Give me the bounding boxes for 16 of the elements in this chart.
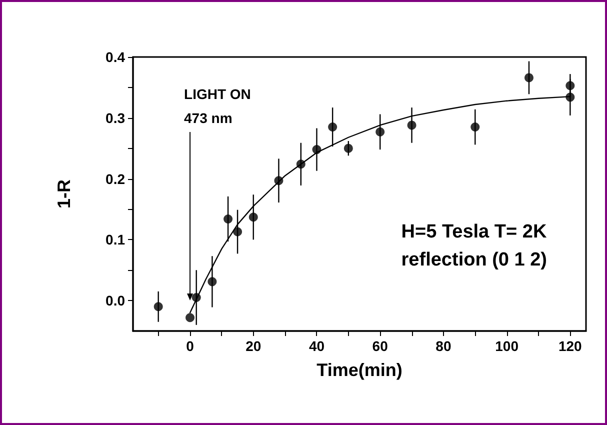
y-tick-label: 0.3	[106, 110, 126, 126]
y-tick-label: 0.0	[106, 292, 126, 309]
y-tick-label: 0.1	[106, 232, 126, 248]
x-axis-title: Time(min)	[316, 360, 402, 380]
y-axis-title: 1-R	[54, 179, 74, 209]
x-tick-label: 120	[558, 338, 582, 354]
x-tick-label: 40	[308, 338, 325, 354]
x-tick-label: 60	[372, 338, 388, 354]
ref-line-label: LIGHT ON 473 nm	[184, 86, 251, 126]
y-tick-label: 0.4	[106, 49, 126, 65]
x-tick-label: 80	[436, 338, 452, 354]
annotation: H=5 Tesla T= 2K reflection (0 1 2)	[401, 222, 548, 270]
x-tick-label: 100	[495, 338, 519, 354]
y-tick-label: 0.2	[106, 170, 126, 187]
x-tick-label: 0	[186, 338, 194, 354]
x-tick-label: 20	[246, 338, 262, 354]
